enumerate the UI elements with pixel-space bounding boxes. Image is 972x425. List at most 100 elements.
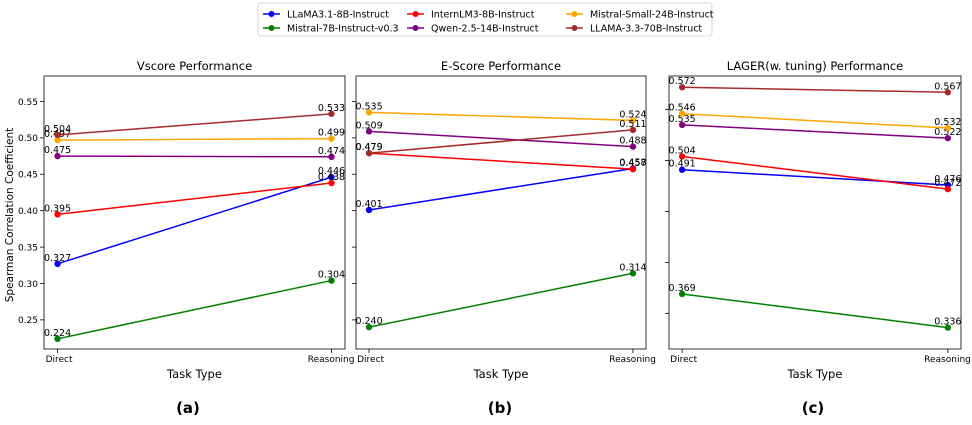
series-line: [682, 168, 948, 186]
data-label: 0.535: [355, 101, 382, 112]
data-label: 0.488: [619, 136, 646, 147]
series-line: [57, 137, 332, 141]
series-llama-3-3-70b-instruct: 0.572 0.567: [669, 76, 961, 96]
data-point: [328, 110, 335, 118]
legend-label: InternLM3-8B-Instruct: [431, 10, 535, 21]
series-llama-3-3-70b-instruct: 0.479 0.511: [355, 119, 647, 157]
data-label: 0.240: [355, 316, 382, 327]
legend-marker: [571, 25, 578, 31]
data-point: [629, 143, 637, 150]
data-point: [365, 323, 373, 331]
x-axis-label: Task Type: [166, 367, 222, 381]
plot-frame: [43, 75, 346, 350]
data-label: 0.533: [318, 103, 345, 114]
chart-title: Vscore Performance: [137, 59, 252, 73]
series-qwen-2-5-14b-instruct: 0.535 0.522: [669, 114, 961, 142]
legend-label: LLaMA3.1-8B-Instruct: [287, 10, 389, 21]
panel-letter-a: (a): [176, 399, 200, 417]
legend-entry: Qwen-2.5-14B-Instruct: [407, 24, 539, 35]
chart-title: LAGER(w. tuning) Performance: [727, 59, 904, 73]
data-label: 0.457: [619, 158, 646, 169]
series-internlm3-8b-instruct: 0.479 0.457: [355, 142, 647, 173]
legend-entry: Mistral-7B-Instruct-v0.3: [263, 24, 399, 35]
legend-entry: LLaMA3.1-8B-Instruct: [263, 10, 389, 21]
series-line: [368, 129, 634, 154]
y-axis-label: Spearman Correlation Coefficient: [4, 128, 16, 303]
legend-marker: [412, 11, 419, 17]
data-label: 0.474: [318, 146, 345, 157]
data-point: [944, 185, 952, 193]
data-point: [629, 165, 637, 173]
x-tick-label: Direct: [670, 355, 697, 365]
data-point: [365, 149, 373, 157]
data-label: 0.567: [934, 81, 961, 92]
series-internlm3-8b-instruct: 0.395 0.438: [44, 172, 345, 218]
x-tick-label: Direct: [357, 355, 384, 365]
data-label: 0.472: [934, 178, 961, 189]
data-label: 0.336: [934, 317, 961, 328]
legend-label: Mistral-Small-24B-Instruct: [590, 10, 714, 21]
y-tick-label: 0.35: [18, 243, 38, 253]
data-point: [328, 179, 335, 187]
series-line: [682, 86, 948, 94]
data-point: [944, 134, 952, 142]
data-point: [678, 121, 686, 129]
data-point: [629, 126, 637, 134]
x-axis-label: Task Type: [473, 367, 529, 381]
series-line: [369, 111, 633, 122]
data-label: 0.438: [318, 172, 345, 183]
data-label: 0.401: [355, 199, 382, 210]
y-tick-label: 0.55: [18, 98, 38, 108]
data-point: [944, 124, 952, 132]
data-point: [678, 153, 686, 160]
y-tick-label: 0.45: [18, 171, 38, 181]
plot-frame: [355, 75, 647, 350]
chart-title: E-Score Performance: [441, 59, 561, 73]
y-tick-label: 0.50: [18, 134, 38, 144]
series-line: [682, 293, 948, 329]
series-mistral-7b-instruct-v0-3: 0.369 0.336: [669, 283, 961, 331]
series-mistral-small-24b-instruct: 0.546 0.532: [669, 103, 961, 132]
legend-marker: [412, 25, 419, 31]
data-label: 0.499: [318, 128, 345, 139]
data-point: [54, 131, 61, 139]
series-mistral-7b-instruct-v0-3: 0.240 0.314: [355, 262, 647, 331]
legend-entry: Mistral-Small-24B-Instruct: [566, 10, 714, 21]
panel-letter-c: (c): [802, 399, 825, 417]
data-point: [678, 110, 686, 117]
legend: LLaMA3.1-8B-Instruct Mistral-7B-Instruct-…: [257, 2, 714, 37]
data-point: [328, 153, 335, 161]
data-label: 0.511: [619, 119, 646, 130]
x-tick-label: Reasoning: [308, 355, 355, 365]
data-point: [944, 324, 952, 331]
data-point: [328, 135, 335, 142]
series-llama-3-3-70b-instruct: 0.504 0.533: [44, 103, 345, 139]
data-point: [54, 335, 61, 343]
series-line: [682, 124, 948, 139]
x-tick-label: Reasoning: [924, 355, 971, 365]
data-point: [678, 84, 686, 91]
series-llama3-1-8b-instruct: 0.491 0.476: [669, 159, 961, 189]
legend-entry: InternLM3-8B-Instruct: [407, 10, 535, 21]
series-line: [369, 152, 633, 170]
series-qwen-2-5-14b-instruct: 0.475 0.474: [44, 145, 345, 161]
series-line: [368, 272, 634, 328]
data-label: 0.224: [44, 328, 71, 339]
data-point: [54, 152, 61, 160]
data-label: 0.304: [318, 270, 345, 281]
x-tick-label: Direct: [46, 355, 73, 365]
series-line: [682, 155, 948, 190]
series-line: [57, 113, 332, 136]
data-point: [54, 136, 61, 144]
data-point: [678, 290, 686, 298]
series-line: [57, 279, 332, 340]
series-llama3-1-8b-instruct: 0.327 0.446: [44, 166, 345, 268]
chart-panel-3: LAGER(w. tuning) Performance Direct Reason…: [665, 59, 971, 381]
data-label: 0.522: [934, 127, 961, 138]
series-mistral-small-24b-instruct: 0.4970.499: [44, 128, 345, 144]
data-point: [54, 211, 61, 218]
series-line: [57, 182, 332, 216]
data-label: 0.395: [44, 203, 71, 214]
data-label: 0.504: [669, 145, 696, 156]
legend-label: LLAMA-3.3-70B-Instruct: [590, 24, 702, 35]
